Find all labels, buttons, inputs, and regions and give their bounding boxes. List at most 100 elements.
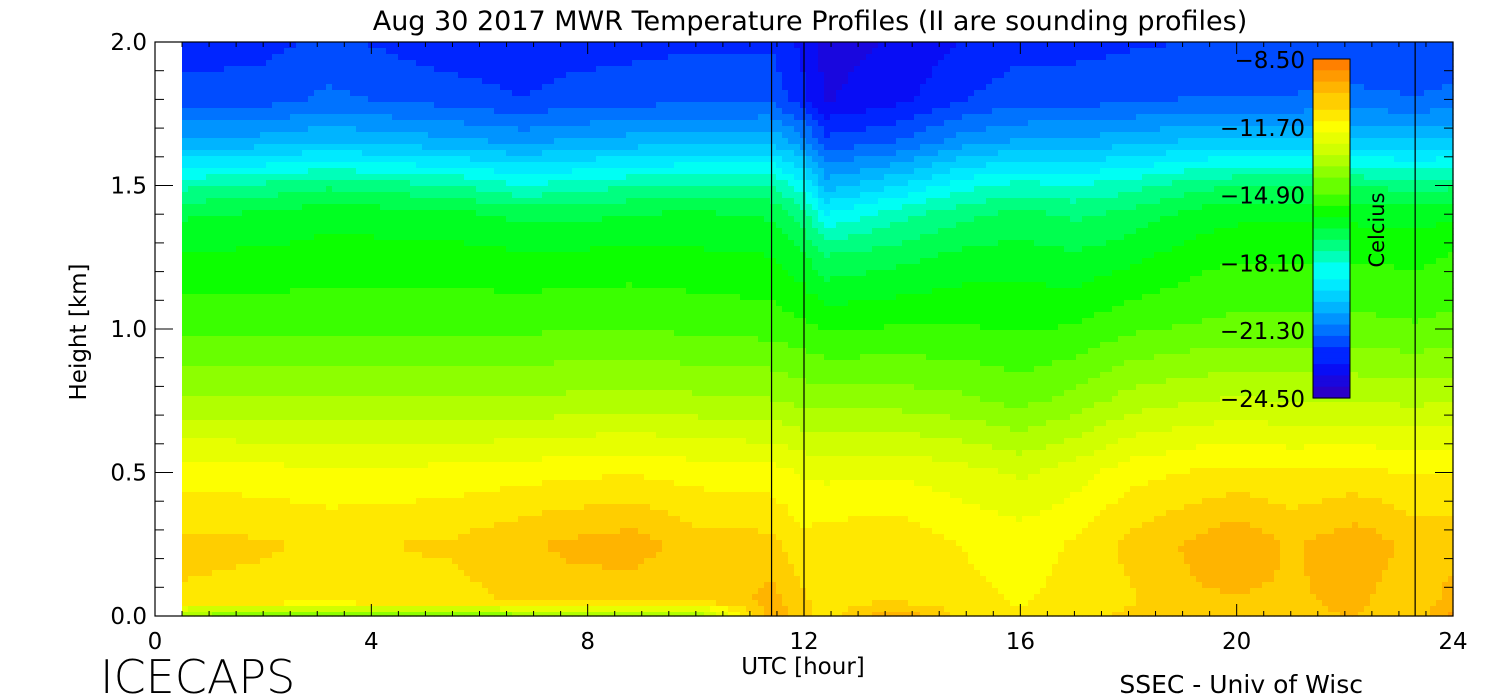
heatmap-cell <box>356 132 363 139</box>
heatmap-cell <box>332 66 339 73</box>
heatmap-cell <box>464 222 471 229</box>
heatmap-cell <box>368 522 375 529</box>
heatmap-cell <box>488 462 495 469</box>
heatmap-cell <box>308 408 315 415</box>
heatmap-cell <box>380 72 387 79</box>
heatmap-cell <box>404 366 411 373</box>
heatmap-cell <box>182 444 189 451</box>
heatmap-cell <box>200 270 207 277</box>
heatmap-cell <box>212 60 219 67</box>
heatmap-cell <box>398 186 405 193</box>
heatmap-cell <box>254 462 261 469</box>
heatmap-cell <box>452 480 459 487</box>
heatmap-cell <box>278 534 285 541</box>
heatmap-cell <box>314 462 321 469</box>
heatmap-cell <box>398 102 405 109</box>
heatmap-cell <box>446 474 453 481</box>
heatmap-cell <box>290 222 297 229</box>
heatmap-cell <box>206 540 213 547</box>
heatmap-cell <box>464 84 471 91</box>
heatmap-cell <box>188 330 195 337</box>
heatmap-cell <box>410 132 417 139</box>
heatmap-cell <box>254 90 261 97</box>
heatmap-cell <box>422 396 429 403</box>
heatmap-cell <box>194 48 201 55</box>
heatmap-cell <box>314 48 321 55</box>
heatmap-cell <box>290 246 297 253</box>
heatmap-cell <box>398 174 405 181</box>
heatmap-cell <box>422 468 429 475</box>
heatmap-cell <box>230 96 237 103</box>
heatmap-cell <box>404 138 411 145</box>
heatmap-cell <box>194 606 201 613</box>
heatmap-cell <box>194 558 201 565</box>
heatmap-cell <box>212 606 219 613</box>
heatmap-cell <box>422 192 429 199</box>
heatmap-cell <box>206 384 213 391</box>
heatmap-cell <box>284 438 291 445</box>
heatmap-cell <box>224 150 231 157</box>
heatmap-cell <box>368 360 375 367</box>
heatmap-cell <box>398 474 405 481</box>
heatmap-cell <box>386 336 393 343</box>
heatmap-cell <box>344 492 351 499</box>
heatmap-cell <box>182 372 189 379</box>
heatmap-cell <box>212 204 219 211</box>
heatmap-cell <box>362 258 369 265</box>
heatmap-cell <box>314 564 321 571</box>
heatmap-cell <box>446 282 453 289</box>
heatmap-cell <box>386 210 393 217</box>
heatmap-cell <box>200 594 207 601</box>
heatmap-cell <box>392 576 399 583</box>
heatmap-cell <box>380 444 387 451</box>
heatmap-cell <box>296 282 303 289</box>
heatmap-cell <box>260 198 267 205</box>
heatmap-cell <box>296 312 303 319</box>
heatmap-cell <box>410 420 417 427</box>
heatmap-cell <box>476 348 483 355</box>
heatmap-cell <box>242 558 249 565</box>
heatmap-cell <box>356 612 363 617</box>
heatmap-cell <box>452 306 459 313</box>
heatmap-cell <box>464 132 471 139</box>
heatmap-cell <box>296 156 303 163</box>
heatmap-cell <box>236 198 243 205</box>
heatmap-cell <box>296 366 303 373</box>
heatmap-cell <box>470 582 477 589</box>
heatmap-cell <box>338 42 345 49</box>
heatmap-cell <box>308 396 315 403</box>
heatmap-cell <box>182 324 189 331</box>
heatmap-cell <box>284 366 291 373</box>
heatmap-cell <box>362 324 369 331</box>
heatmap-cell <box>392 78 399 85</box>
heatmap-cell <box>428 534 435 541</box>
heatmap-cell <box>272 198 279 205</box>
heatmap-cell <box>206 582 213 589</box>
heatmap-cell <box>386 492 393 499</box>
heatmap-cell <box>446 444 453 451</box>
heatmap-cell <box>326 492 333 499</box>
heatmap-cell <box>332 258 339 265</box>
heatmap-cell <box>206 372 213 379</box>
heatmap-cell <box>224 258 231 265</box>
heatmap-cell <box>200 48 207 55</box>
heatmap-cell <box>308 492 315 499</box>
heatmap-cell <box>416 258 423 265</box>
heatmap-cell <box>194 108 201 115</box>
heatmap-cell <box>272 222 279 229</box>
heatmap-cell <box>470 84 477 91</box>
heatmap-cell <box>452 318 459 325</box>
heatmap-cell <box>332 156 339 163</box>
heatmap-cell <box>488 246 495 253</box>
heatmap-cell <box>398 432 405 439</box>
heatmap-cell <box>242 366 249 373</box>
heatmap-cell <box>422 252 429 259</box>
heatmap-cell <box>290 168 297 175</box>
heatmap-cell <box>248 456 255 463</box>
heatmap-cell <box>188 534 195 541</box>
heatmap-cell <box>482 204 489 211</box>
heatmap-cell <box>416 66 423 73</box>
heatmap-cell <box>392 120 399 127</box>
heatmap-cell <box>254 582 261 589</box>
heatmap-cell <box>320 540 327 547</box>
